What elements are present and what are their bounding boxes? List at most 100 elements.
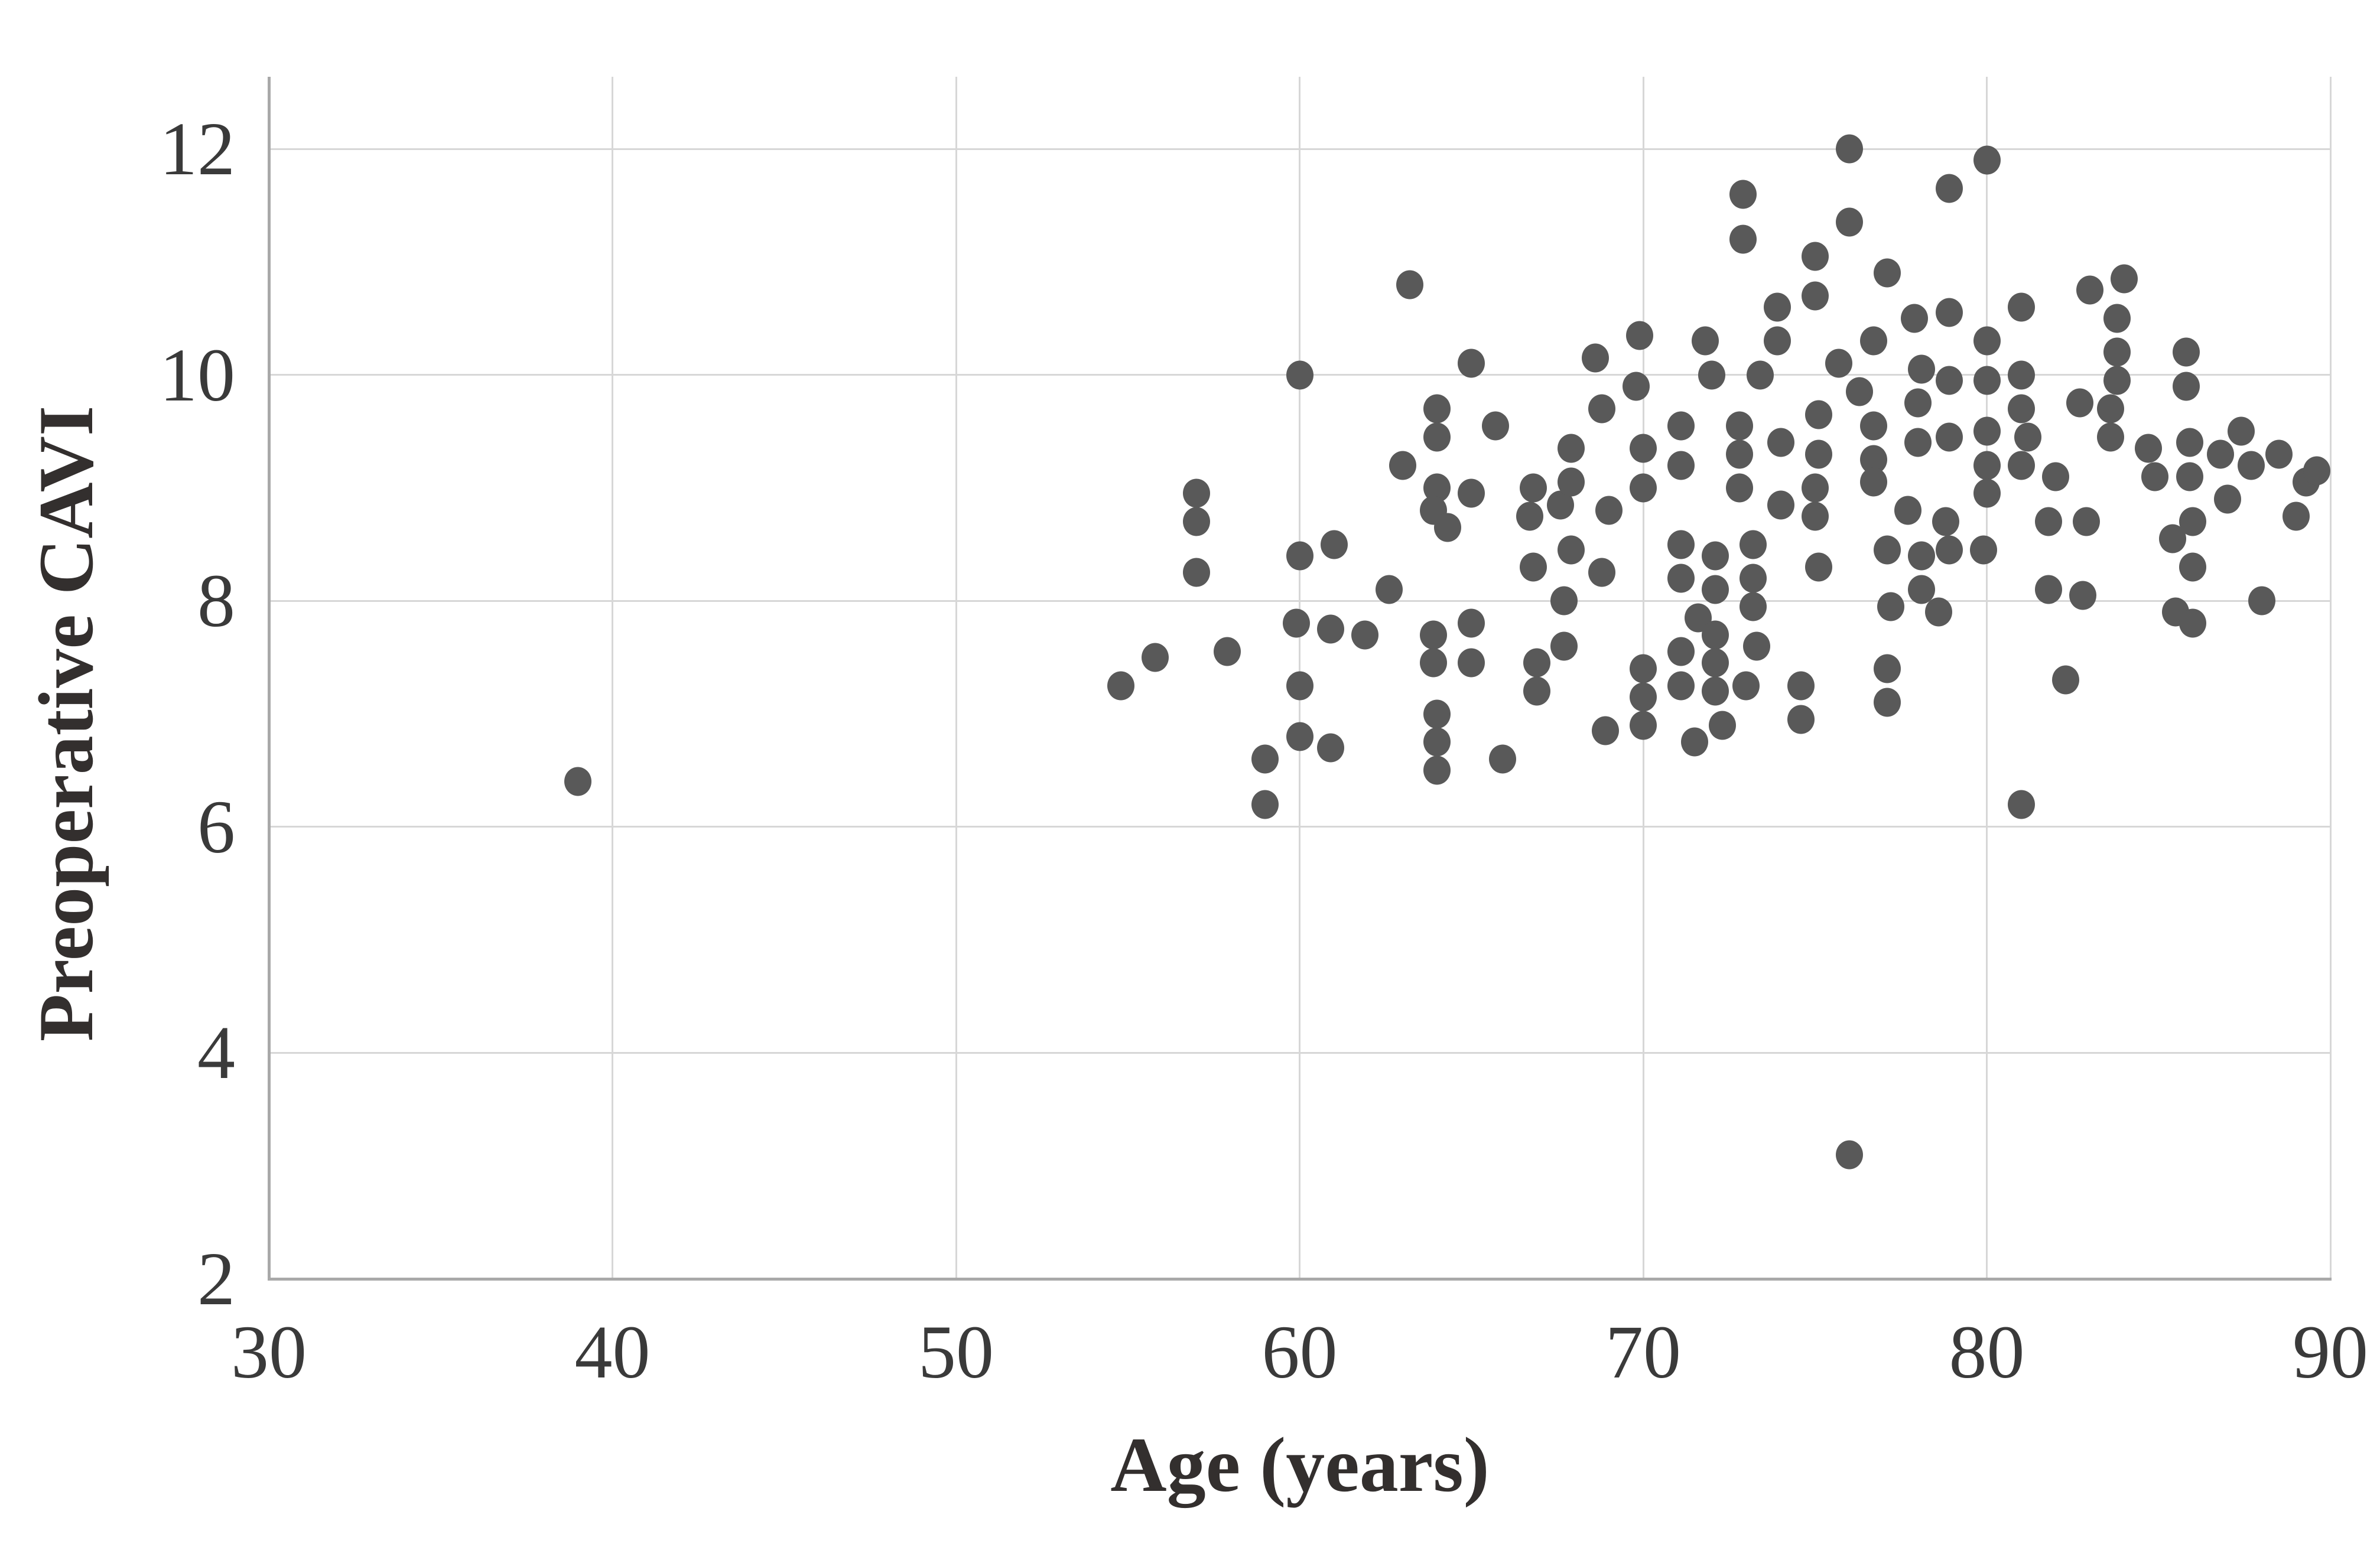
scatter-point <box>1908 354 1935 384</box>
scatter-point <box>2227 416 2255 446</box>
scatter-point <box>2007 790 2035 819</box>
scatter-point <box>2213 484 2241 514</box>
scatter-point <box>2041 462 2069 491</box>
scatter-point <box>1935 535 1963 565</box>
scatter-point <box>1595 496 1623 525</box>
scatter-point <box>1375 575 1403 604</box>
scatter-point <box>2073 507 2101 536</box>
scatter-point <box>1846 377 1874 406</box>
scatter-point <box>1973 366 2001 395</box>
scatter-point <box>1286 360 1313 390</box>
scatter-point <box>1873 258 1901 288</box>
scatter-point <box>1873 688 1901 717</box>
scatter-point <box>1973 451 2001 480</box>
scatter-point <box>1804 400 1832 429</box>
scatter-point <box>2103 366 2131 395</box>
y-tick-label: 10 <box>160 333 235 417</box>
scatter-point <box>1767 428 1794 457</box>
scatter-point <box>1488 744 1516 774</box>
scatter-point <box>1630 711 1657 740</box>
scatter-point <box>1767 490 1794 520</box>
scatter-point <box>1973 478 2001 508</box>
scatter-point <box>1626 321 1654 350</box>
scatter-point <box>1725 473 1753 503</box>
scatter-point <box>1351 620 1378 650</box>
scatter-point <box>1667 530 1695 559</box>
vertical-gridline <box>955 77 957 1279</box>
scatter-point <box>2096 394 2124 424</box>
y-tick-label: 8 <box>197 559 235 643</box>
scatter-point <box>1214 637 1241 666</box>
scatter-point <box>1667 451 1695 480</box>
scatter-point <box>1935 298 1963 327</box>
y-axis-title: Preoperative CAVI <box>22 405 109 1042</box>
scatter-point <box>1581 343 1609 373</box>
scatter-point <box>2176 462 2203 491</box>
scatter-point <box>2282 501 2310 531</box>
scatter-point <box>1835 134 1863 164</box>
scatter-point <box>1973 326 2001 356</box>
scatter-point <box>2103 337 2131 367</box>
horizontal-gridline <box>269 1051 2330 1054</box>
scatter-point <box>1286 541 1313 571</box>
scatter-point <box>1729 224 1757 254</box>
scatter-point <box>1519 552 1547 582</box>
scatter-point <box>1904 388 1932 418</box>
y-axis-line <box>268 77 271 1280</box>
y-tick-label: 12 <box>160 107 235 191</box>
scatter-point <box>1316 614 1344 644</box>
scatter-point <box>1729 180 1757 209</box>
scatter-point <box>1901 304 1929 333</box>
scatter-point <box>2066 388 2093 418</box>
scatter-point <box>1973 416 2001 446</box>
scatter-point <box>1251 744 1279 774</box>
scatter-point <box>1835 207 1863 237</box>
scatter-point <box>2179 608 2207 638</box>
scatter-point <box>1873 654 1901 683</box>
scatter-point <box>2206 439 2234 468</box>
y-tick-label: 6 <box>197 784 235 869</box>
scatter-point <box>1420 648 1448 678</box>
scatter-point <box>1550 631 1578 661</box>
scatter-point <box>1835 1140 1863 1170</box>
scatter-point <box>1787 705 1815 734</box>
x-tick-label: 90 <box>2293 1310 2368 1394</box>
x-tick-label: 50 <box>918 1310 994 1394</box>
scatter-point <box>1142 643 1169 672</box>
scatter-point <box>1458 478 1485 508</box>
scatter-point <box>2134 434 2162 463</box>
scatter-point <box>1630 682 1657 712</box>
scatter-point <box>1667 671 1695 701</box>
scatter-point <box>1740 530 1767 559</box>
scatter-point <box>1481 411 1509 441</box>
scatter-point <box>1557 535 1585 565</box>
scatter-point <box>2014 422 2042 452</box>
horizontal-gridline <box>269 148 2330 150</box>
scatter-point <box>1423 755 1451 785</box>
scatter-point <box>2069 581 2097 610</box>
scatter-point <box>1691 326 1719 356</box>
scatter-point <box>1420 620 1448 650</box>
scatter-point <box>1183 558 1211 587</box>
scatter-point <box>2176 428 2203 457</box>
scatter-point <box>1516 501 1544 531</box>
vertical-gridline <box>1986 77 1988 1279</box>
scatter-point <box>1550 586 1578 615</box>
scatter-point <box>1251 790 1279 819</box>
vertical-gridline <box>2329 77 2332 1279</box>
scatter-point <box>1973 145 2001 175</box>
y-tick-label: 4 <box>197 1011 235 1095</box>
scatter-point <box>1904 428 1932 457</box>
scatter-point <box>1286 671 1313 701</box>
scatter-point <box>1932 507 1959 536</box>
x-tick-label: 70 <box>1605 1310 1681 1394</box>
scatter-point <box>1316 733 1344 763</box>
scatter-point <box>1740 564 1767 593</box>
scatter-point <box>1630 473 1657 503</box>
scatter-point <box>1282 608 1310 638</box>
scatter-point <box>1725 411 1753 441</box>
scatter-point <box>1458 648 1485 678</box>
scatter-point <box>2035 507 2063 536</box>
x-tick-label: 40 <box>574 1310 651 1394</box>
